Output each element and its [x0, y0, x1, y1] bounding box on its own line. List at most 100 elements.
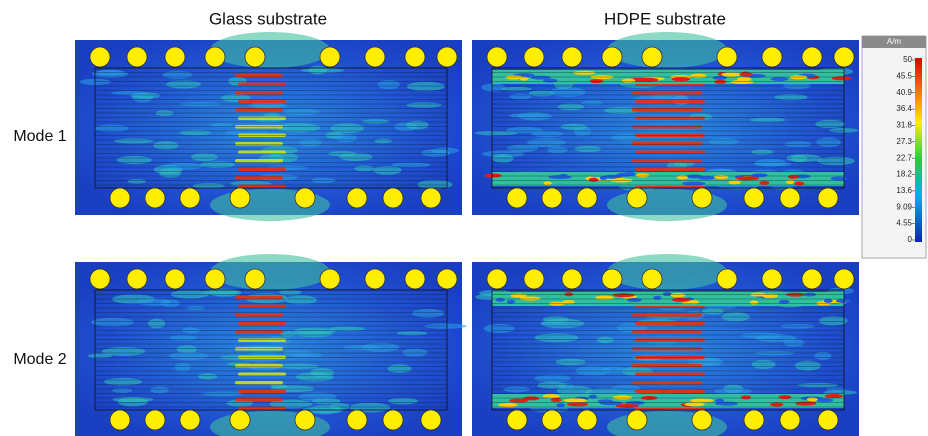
stripe: [235, 398, 283, 402]
rod: [744, 188, 764, 208]
rod: [295, 410, 315, 430]
band-blob: [612, 293, 634, 297]
blob: [293, 353, 323, 358]
blob: [388, 398, 418, 404]
row-label: Mode 1: [13, 128, 66, 145]
colorbar-tick-label: 13.6: [896, 186, 912, 195]
rod: [320, 269, 340, 289]
glow: [210, 32, 330, 68]
band-blob: [663, 292, 672, 296]
stripe: [235, 159, 283, 163]
band-blob: [698, 176, 715, 180]
band-blob: [684, 402, 705, 406]
band-blob: [616, 404, 639, 408]
rod: [642, 269, 662, 289]
stripe: [635, 390, 705, 394]
blob: [392, 162, 431, 167]
blob: [412, 309, 444, 318]
rod: [487, 47, 507, 67]
band-blob: [825, 394, 843, 398]
stripe: [238, 117, 286, 121]
stripe: [632, 313, 702, 317]
band-blob: [556, 403, 565, 407]
band-blob: [672, 77, 690, 81]
blob: [198, 373, 217, 379]
blob: [581, 101, 603, 105]
band-blob: [543, 394, 560, 398]
blob: [534, 375, 571, 382]
blob: [117, 156, 152, 164]
stripe: [632, 381, 702, 385]
blob: [285, 295, 317, 304]
rod: [230, 410, 250, 430]
stripe: [238, 168, 286, 172]
band-blob: [672, 298, 690, 302]
rod: [421, 410, 441, 430]
band-blob: [824, 299, 833, 303]
band-blob: [770, 77, 788, 81]
blob: [406, 102, 442, 107]
rod: [245, 269, 265, 289]
stripe: [632, 364, 702, 368]
rod: [562, 47, 582, 67]
blob: [750, 118, 785, 122]
rod: [627, 410, 647, 430]
band-blob: [713, 76, 727, 80]
rod: [780, 410, 800, 430]
rod: [562, 269, 582, 289]
blob: [826, 387, 846, 392]
band-blob: [496, 298, 505, 302]
rod: [230, 188, 250, 208]
band-blob: [520, 296, 541, 300]
band-blob: [509, 399, 528, 403]
stripe: [635, 100, 705, 104]
blob: [374, 139, 392, 143]
rod: [165, 269, 185, 289]
blob: [150, 387, 168, 394]
rod: [577, 188, 597, 208]
blob: [354, 165, 374, 171]
rod: [383, 410, 403, 430]
stripe: [632, 91, 702, 95]
rod: [347, 410, 367, 430]
rod: [421, 188, 441, 208]
band-blob: [816, 398, 833, 402]
colorbar-tick-label: 4.55: [896, 219, 912, 228]
blob: [296, 331, 333, 337]
rod: [818, 188, 838, 208]
band-blob: [759, 181, 769, 185]
band-blob: [795, 401, 816, 405]
blob: [162, 163, 202, 170]
rod: [205, 47, 225, 67]
band-blob: [484, 174, 501, 178]
rod: [145, 410, 165, 430]
glow: [210, 254, 330, 290]
band-blob: [714, 175, 728, 179]
blob: [751, 149, 774, 154]
band-blob: [739, 72, 753, 76]
blob: [797, 383, 838, 387]
blob: [492, 154, 513, 163]
rod: [602, 47, 622, 67]
blob: [335, 134, 357, 143]
blob: [171, 290, 209, 298]
stripe: [632, 159, 702, 163]
rod: [365, 269, 385, 289]
band-blob: [551, 398, 562, 402]
rod: [320, 47, 340, 67]
blob: [537, 382, 566, 389]
field-map: [472, 254, 859, 436]
blob: [330, 123, 364, 133]
blob: [174, 363, 191, 372]
rod: [577, 410, 597, 430]
band-blob: [741, 395, 751, 399]
stripe: [235, 176, 283, 180]
colorbar-tick-label: 36.4: [896, 104, 912, 113]
blob: [503, 386, 530, 392]
rod: [802, 269, 822, 289]
rod: [180, 410, 200, 430]
blob: [114, 138, 153, 143]
band-blob: [752, 173, 768, 177]
blob: [191, 153, 218, 161]
blob: [153, 141, 178, 150]
